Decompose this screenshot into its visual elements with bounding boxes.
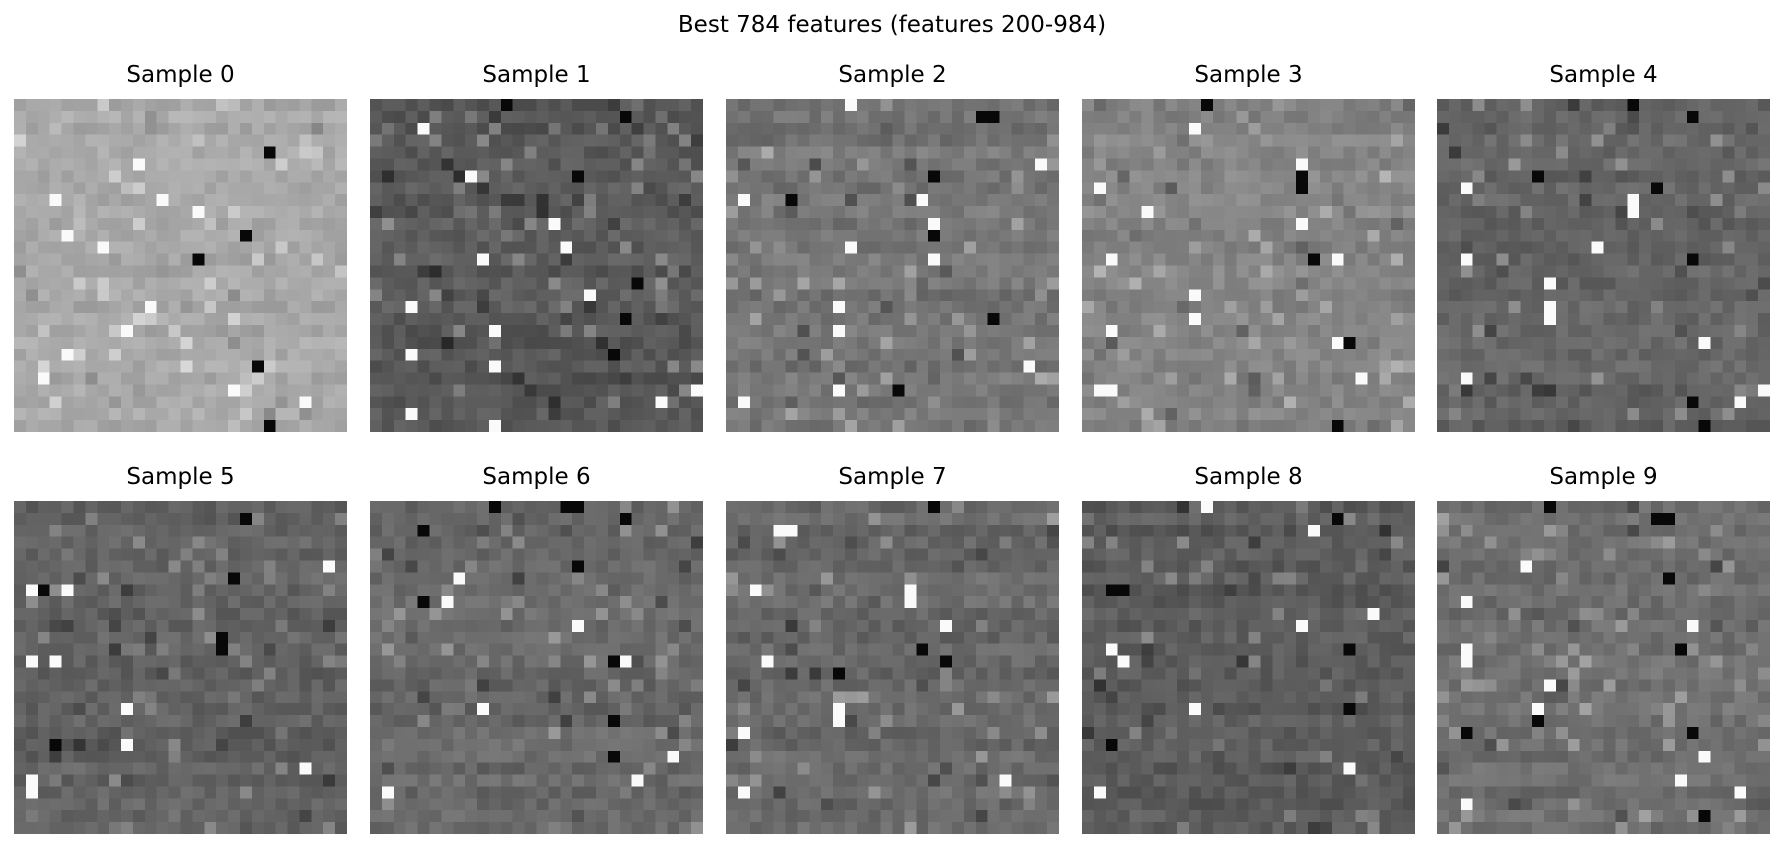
panel-title: Sample 4 bbox=[1549, 62, 1658, 88]
heatmap-sample-6 bbox=[370, 501, 703, 834]
panel-title: Sample 7 bbox=[838, 464, 947, 490]
panel-sample-9: Sample 9 bbox=[1437, 463, 1770, 834]
heatmap-sample-0 bbox=[14, 99, 347, 432]
panel-title: Sample 3 bbox=[1194, 62, 1303, 88]
panel-title: Sample 2 bbox=[838, 62, 947, 88]
panel-sample-1: Sample 1 bbox=[370, 61, 703, 432]
panel-sample-7: Sample 7 bbox=[726, 463, 1059, 834]
heatmap-sample-9 bbox=[1437, 501, 1770, 834]
panel-sample-6: Sample 6 bbox=[370, 463, 703, 834]
panel-sample-8: Sample 8 bbox=[1082, 463, 1415, 834]
panel-title: Sample 8 bbox=[1194, 464, 1303, 490]
figure-title: Best 784 features (features 200-984) bbox=[677, 12, 1107, 38]
heatmap-sample-2 bbox=[726, 99, 1059, 432]
panel-title: Sample 0 bbox=[126, 62, 235, 88]
heatmap-sample-7 bbox=[726, 501, 1059, 834]
panel-title: Sample 1 bbox=[482, 62, 591, 88]
panel-sample-5: Sample 5 bbox=[14, 463, 347, 834]
panel-sample-3: Sample 3 bbox=[1082, 61, 1415, 432]
panel-title: Sample 9 bbox=[1549, 464, 1658, 490]
panel-sample-0: Sample 0 bbox=[14, 61, 347, 432]
panel-sample-2: Sample 2 bbox=[726, 61, 1059, 432]
panel-title: Sample 6 bbox=[482, 464, 591, 490]
heatmap-sample-3 bbox=[1082, 99, 1415, 432]
heatmap-sample-4 bbox=[1437, 99, 1770, 432]
panel-title: Sample 5 bbox=[126, 464, 235, 490]
heatmap-sample-5 bbox=[14, 501, 347, 834]
heatmap-sample-8 bbox=[1082, 501, 1415, 834]
heatmap-sample-1 bbox=[370, 99, 703, 432]
panel-sample-4: Sample 4 bbox=[1437, 61, 1770, 432]
